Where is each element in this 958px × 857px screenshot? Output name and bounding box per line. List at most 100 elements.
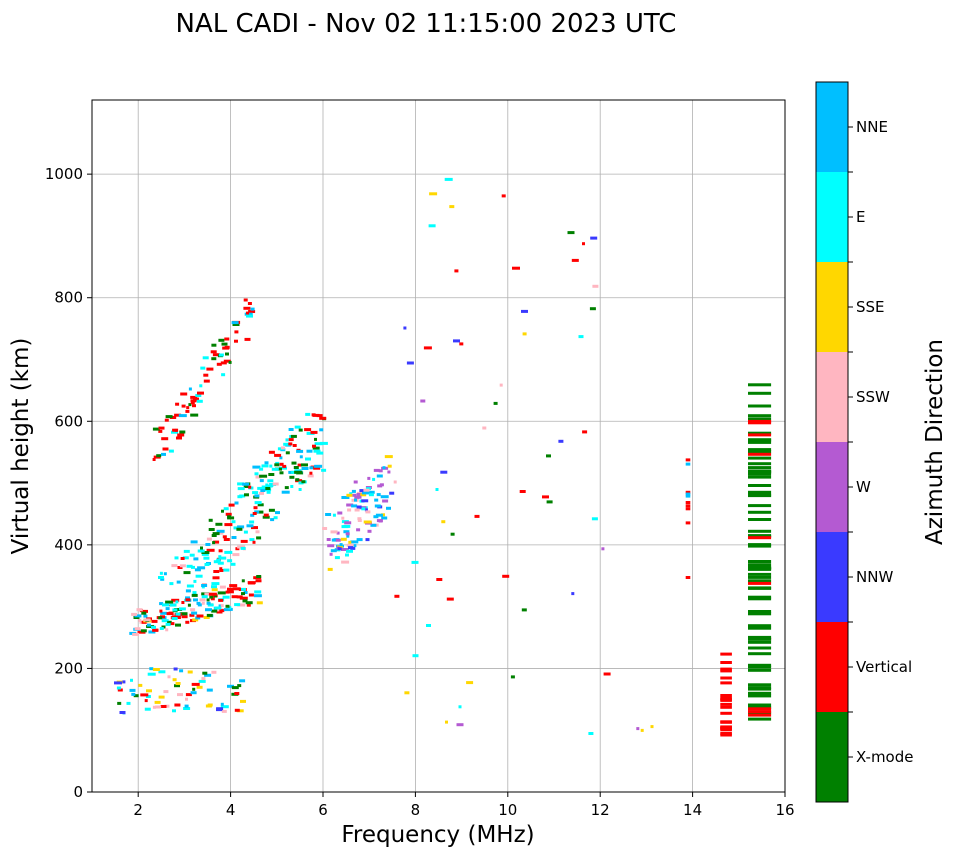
echo-point bbox=[174, 684, 180, 688]
echo-point bbox=[220, 705, 229, 709]
echo-point bbox=[748, 637, 772, 641]
echo-point bbox=[720, 705, 732, 709]
echo-point bbox=[493, 401, 498, 405]
echo-point bbox=[748, 663, 772, 667]
echo-point bbox=[206, 537, 212, 541]
echo-point bbox=[720, 667, 732, 671]
echo-point bbox=[173, 667, 178, 671]
echo-point bbox=[216, 529, 225, 533]
echo-point bbox=[211, 582, 220, 586]
echo-point bbox=[227, 559, 233, 563]
echo-point bbox=[373, 468, 380, 472]
echo-point bbox=[319, 441, 328, 445]
trace-interference-13-9-mhz bbox=[685, 458, 691, 579]
trace-f-layer-high-frequency-spread bbox=[322, 455, 397, 571]
echo-point bbox=[170, 415, 177, 419]
echo-point bbox=[365, 538, 370, 542]
echo-point bbox=[272, 482, 279, 486]
echo-point bbox=[305, 412, 311, 416]
echo-point bbox=[133, 616, 140, 619]
echo-point bbox=[237, 495, 243, 499]
echo-point bbox=[210, 350, 217, 354]
echo-point bbox=[294, 425, 301, 429]
echo-point bbox=[601, 547, 605, 551]
echo-point bbox=[748, 417, 772, 421]
echo-point bbox=[298, 481, 304, 485]
echo-point bbox=[220, 604, 224, 608]
echo-point bbox=[336, 545, 343, 549]
y-tick-label: 0 bbox=[73, 783, 83, 801]
echo-point bbox=[233, 526, 239, 530]
echo-point bbox=[185, 589, 191, 593]
echo-point bbox=[389, 491, 395, 495]
echo-point bbox=[269, 464, 273, 468]
colorbar-tick-label: Vertical bbox=[856, 658, 912, 676]
echo-point bbox=[183, 549, 190, 553]
echo-point bbox=[155, 705, 162, 709]
echo-point bbox=[297, 463, 302, 467]
echo-point bbox=[211, 534, 217, 537]
echo-point bbox=[161, 452, 166, 456]
echo-point bbox=[450, 532, 455, 536]
echo-point bbox=[281, 490, 290, 494]
echo-point bbox=[279, 462, 284, 466]
echo-point bbox=[242, 482, 250, 486]
echo-point bbox=[364, 508, 368, 512]
echo-point bbox=[231, 321, 239, 325]
echo-point bbox=[176, 580, 181, 584]
echo-point bbox=[181, 615, 188, 619]
echo-point bbox=[143, 614, 148, 618]
echo-point bbox=[219, 609, 225, 613]
echo-point bbox=[206, 688, 213, 692]
echo-point bbox=[352, 493, 357, 497]
x-tick-label: 10 bbox=[498, 801, 517, 819]
echo-point bbox=[720, 725, 732, 729]
grid-lines bbox=[92, 100, 786, 793]
echo-point bbox=[159, 627, 164, 630]
echo-point bbox=[262, 515, 270, 519]
echo-point bbox=[521, 309, 528, 313]
echo-point bbox=[290, 485, 294, 488]
echo-point bbox=[192, 591, 197, 595]
echo-point bbox=[720, 694, 732, 697]
echo-point bbox=[244, 493, 249, 497]
echo-point bbox=[183, 571, 191, 575]
echo-point bbox=[190, 395, 198, 399]
echo-point bbox=[288, 438, 294, 442]
echo-point bbox=[126, 701, 131, 705]
echo-point bbox=[322, 527, 328, 530]
echo-point bbox=[171, 598, 180, 602]
echo-point bbox=[219, 567, 223, 571]
echo-point bbox=[203, 373, 209, 377]
colorbar-tick-label: W bbox=[856, 478, 871, 496]
echo-point bbox=[144, 707, 151, 711]
echo-point bbox=[196, 601, 201, 605]
echo-point bbox=[280, 446, 285, 450]
echo-point bbox=[224, 337, 230, 341]
colorbar-segment bbox=[816, 442, 848, 532]
echo-point bbox=[181, 601, 185, 604]
echo-point bbox=[386, 506, 391, 510]
echo-point bbox=[185, 697, 188, 701]
colorbar-segment bbox=[816, 622, 848, 712]
echo-point bbox=[748, 431, 772, 435]
echo-point bbox=[146, 623, 151, 627]
colorbar-segment bbox=[816, 172, 848, 262]
echo-point bbox=[240, 539, 248, 543]
echo-point bbox=[316, 451, 324, 455]
echo-point bbox=[748, 597, 772, 601]
echo-point bbox=[158, 426, 165, 430]
echo-point bbox=[134, 614, 142, 618]
echo-point bbox=[225, 352, 229, 356]
echo-point bbox=[748, 448, 772, 452]
echo-point bbox=[221, 373, 226, 377]
echo-point bbox=[748, 440, 772, 444]
echo-point bbox=[255, 530, 260, 534]
echo-point bbox=[249, 538, 255, 542]
x-tick-label: 2 bbox=[133, 801, 143, 819]
echo-point bbox=[275, 511, 280, 515]
trace-low-e-layer-echoes bbox=[114, 667, 246, 715]
echo-point bbox=[252, 465, 261, 469]
echo-point bbox=[145, 695, 151, 698]
